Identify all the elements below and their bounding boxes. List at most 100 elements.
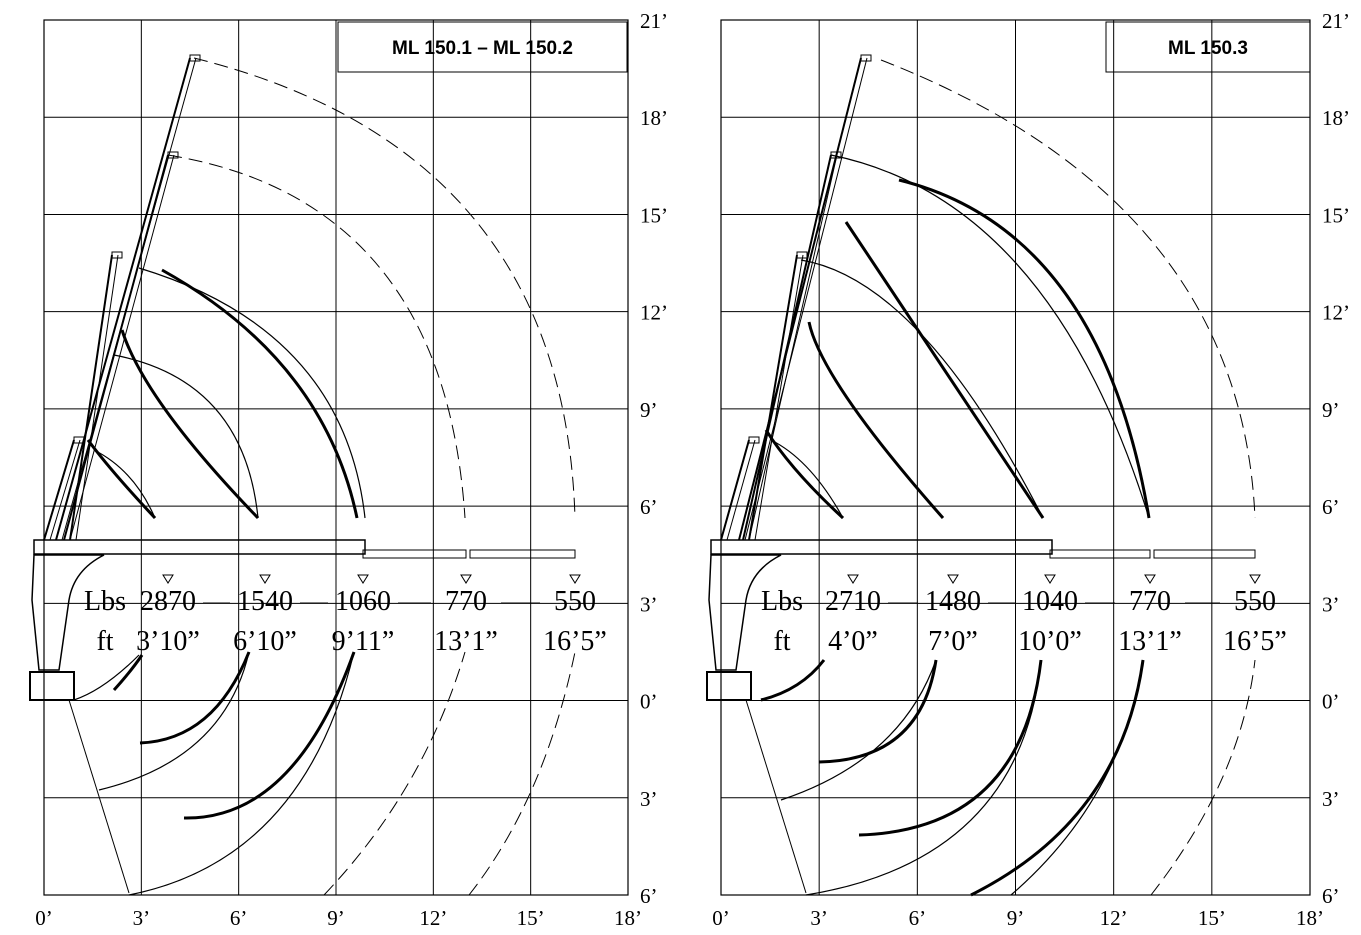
y-axis-label: 15’: [640, 203, 668, 227]
hook-path: [128, 651, 355, 896]
reach-value: 16’5”: [1223, 626, 1287, 657]
load-curve: [161, 268, 359, 519]
y-axis-label: 9’: [1322, 398, 1340, 422]
x-axis-label: 12’: [1100, 906, 1128, 930]
y-axis-label: 18’: [640, 106, 668, 130]
boom-tip: [796, 251, 808, 259]
boom-tip: [830, 151, 842, 159]
y-axis-label: 6’: [1322, 884, 1340, 908]
panel: 0’ 3’ 6’ 9’ 12’ 15’ 18’ 21’ 18’ 15’ 12’ 9’ 6’ 3’ 0’ 3’ 6…: [29, 9, 668, 930]
reach-limit: [1150, 659, 1256, 896]
y-axis-label: 3’: [640, 787, 658, 811]
boom: [720, 439, 750, 541]
load-value: 2710: [825, 586, 881, 617]
panel-title: ML 150.3: [1168, 38, 1248, 59]
boom: [75, 254, 119, 541]
hook-path: [800, 259, 1044, 519]
load-curve: [112, 654, 144, 692]
crane-column: [31, 554, 105, 671]
hook-path: [73, 654, 140, 701]
reach-value: 13’1”: [434, 626, 498, 657]
reach-value: 13’1”: [1118, 626, 1182, 657]
boom-horizontal: [33, 539, 366, 555]
load-value: 550: [1234, 586, 1276, 617]
y-axis-label: 3’: [640, 592, 658, 616]
reach-limit: [193, 57, 576, 519]
load-marker: [847, 574, 859, 584]
boom: [748, 154, 838, 541]
panel-title: ML 150.1 – ML 150.2: [392, 38, 573, 59]
boom-tip: [167, 151, 179, 159]
load-value: 770: [1129, 586, 1171, 617]
y-axis-label: 0’: [640, 690, 658, 714]
hook-path: [98, 651, 250, 791]
boom-horizontal: [469, 549, 576, 559]
load-curve: [760, 659, 826, 702]
x-axis-label: 9’: [327, 906, 345, 930]
load-marker: [1144, 574, 1156, 584]
load-curve: [183, 651, 356, 820]
y-axis-label: 15’: [1322, 203, 1350, 227]
reach-unit: ft: [96, 626, 113, 657]
crane-base: [706, 671, 752, 701]
boom: [49, 439, 81, 541]
boom-horizontal: [710, 539, 1053, 555]
title-box: [337, 21, 628, 73]
boom-horizontal: [362, 549, 467, 559]
load-marker: [1044, 574, 1056, 584]
load-curve: [120, 329, 260, 520]
x-axis-label: 0’: [35, 906, 53, 930]
load-curve: [86, 439, 157, 520]
boom-horizontal: [1153, 549, 1256, 559]
boom-horizontal: [1049, 549, 1151, 559]
y-axis-label: 18’: [1322, 106, 1350, 130]
y-axis-label: 21’: [640, 9, 668, 33]
load-value: 1480: [925, 586, 981, 617]
hook-path: [113, 354, 259, 519]
reach-value: 6’10”: [233, 626, 297, 657]
reach-limit: [468, 651, 576, 896]
hook-path: [780, 659, 937, 801]
load-marker: [460, 574, 472, 584]
reach-value: 16’5”: [543, 626, 607, 657]
boom: [754, 254, 804, 541]
boom: [744, 57, 868, 541]
y-axis-label: 9’: [640, 398, 658, 422]
reach-limit: [167, 154, 466, 519]
load-marker: [259, 574, 271, 584]
load-value: 2870: [140, 586, 196, 617]
load-marker: [947, 574, 959, 584]
y-axis-label: 12’: [1322, 301, 1350, 325]
boom-tip: [73, 436, 85, 444]
boom: [63, 154, 169, 541]
title-box: [1105, 21, 1311, 73]
x-axis-label: 9’: [1007, 906, 1025, 930]
boom: [748, 254, 798, 541]
crane-base: [29, 671, 75, 701]
x-axis-label: 3’: [133, 906, 151, 930]
load-value: 770: [445, 586, 487, 617]
reach-value: 3’10”: [136, 626, 200, 657]
hook-path: [770, 439, 844, 519]
y-axis-label: 6’: [1322, 495, 1340, 519]
boom: [55, 57, 191, 541]
x-axis-label: 3’: [810, 906, 828, 930]
reach-unit: ft: [773, 626, 790, 657]
x-axis-label: 18’: [1296, 906, 1324, 930]
load-value: 1060: [335, 586, 391, 617]
boom: [43, 439, 75, 541]
base-line: [745, 699, 807, 894]
hook-path: [830, 154, 1150, 519]
boom-tip: [189, 54, 201, 62]
y-axis-label: 6’: [640, 884, 658, 908]
x-axis-label: 18’: [614, 906, 642, 930]
boom: [69, 254, 113, 541]
boom-tip: [111, 251, 123, 259]
load-curve: [844, 221, 1045, 519]
load-curve: [139, 651, 251, 745]
load-marker: [569, 574, 581, 584]
boom: [69, 154, 175, 541]
load-value: 1040: [1022, 586, 1078, 617]
x-axis-label: 15’: [1198, 906, 1226, 930]
x-axis-label: 6’: [909, 906, 927, 930]
